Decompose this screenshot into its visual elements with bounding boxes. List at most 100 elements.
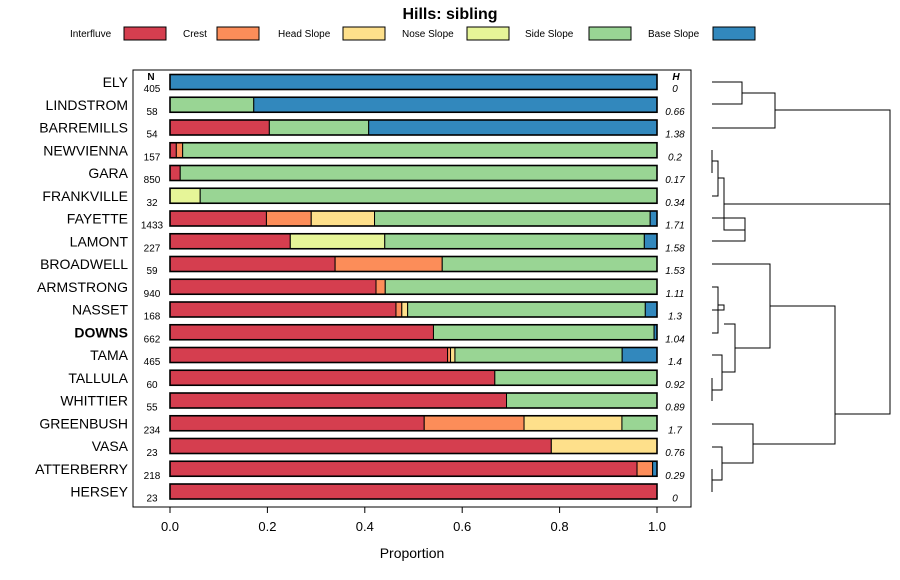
row-label-newvienna: NEWVIENNA [43, 142, 128, 158]
bar-row-vasa [169, 437, 658, 455]
bar-segment-crest [423, 415, 525, 432]
bar-segment-base-slope [644, 301, 658, 318]
row-label-frankville: FRANKVILLE [42, 188, 128, 204]
bar-segment-interfluve [169, 165, 181, 181]
legend-label-base-slope: Base Slope [648, 29, 700, 40]
bar-segment-side-slope [268, 119, 370, 136]
row-n-whittier: 55 [146, 403, 158, 414]
bar-segment-interfluve [169, 483, 658, 500]
row-n-downs: 662 [144, 334, 161, 345]
legend-label-head-slope: Head Slope [278, 29, 331, 40]
row-h-gara: 0.17 [665, 175, 685, 186]
bar-segment-side-slope [506, 392, 658, 409]
bar-segment-interfluve [169, 142, 177, 159]
bar-segment-interfluve [169, 301, 397, 318]
legend-swatch-base-slope [712, 26, 756, 41]
bar-row-whittier [169, 392, 658, 409]
bar-segment-base-slope [368, 119, 658, 136]
dendrogram-branch [712, 354, 723, 391]
row-h-nasset: 1.3 [668, 312, 682, 323]
bar-segment-crest [375, 278, 386, 295]
legend-swatch-side-slope [588, 26, 632, 41]
bar-segment-interfluve [169, 233, 291, 250]
row-label-barremills: BARREMILLS [39, 120, 128, 136]
x-tick-label: 0.4 [356, 519, 374, 534]
bar-segment-interfluve [169, 347, 449, 363]
bar-segment-interfluve [169, 324, 434, 341]
dendrogram-branch [722, 323, 736, 373]
row-n-lamont: 227 [144, 243, 161, 254]
bar-outline [169, 210, 658, 227]
row-n-armstrong: 940 [144, 289, 161, 300]
x-tick-label: 1.0 [648, 519, 666, 534]
bar-outline [169, 301, 658, 318]
bar-segment-side-slope [169, 96, 255, 113]
row-label-atterberry: ATTERBERRY [35, 461, 128, 477]
row-h-vasa: 0.76 [665, 448, 685, 459]
bar-segment-crest [395, 301, 403, 318]
row-label-tama: TAMA [90, 347, 129, 363]
row-h-frankville: 0.34 [665, 198, 685, 209]
row-h-newvienna: 0.2 [668, 152, 682, 163]
row-h-ely: 0 [672, 84, 678, 95]
row-n-vasa: 23 [146, 448, 158, 459]
row-h-hersey: 0 [672, 494, 678, 505]
row-n-lindstrom: 58 [146, 107, 158, 118]
bar-outline [169, 187, 658, 205]
bar-row-fayette [169, 210, 658, 227]
bar-segment-base-slope [253, 96, 658, 113]
bar-row-frankville [169, 187, 658, 205]
bar-row-gara [169, 164, 658, 182]
bar-segment-interfluve [169, 415, 425, 432]
bar-row-tallula [169, 369, 658, 387]
bar-segment-side-slope [179, 165, 658, 181]
bar-segment-interfluve [169, 119, 270, 136]
legend-label-nose-slope: Nose Slope [402, 29, 454, 40]
bar-segment-side-slope [384, 233, 645, 250]
bar-segment-side-slope [384, 278, 658, 295]
row-label-lamont: LAMONT [70, 233, 129, 249]
bar-segment-base-slope [169, 74, 658, 90]
bar-outline [169, 278, 658, 296]
bar-outline [169, 346, 658, 364]
legend: Interfluve Crest Head Slope Nose Slope Side … [70, 26, 756, 41]
row-n-atterberry: 218 [144, 471, 161, 482]
bar-segment-crest [334, 256, 443, 272]
bar-segment-head-slope [450, 347, 456, 363]
bar-segment-nose-slope [289, 233, 386, 250]
bar-outline [169, 73, 658, 91]
x-axis-label: Proportion [380, 545, 445, 561]
x-tick-label: 0.6 [453, 519, 471, 534]
bars-layer [169, 73, 658, 500]
row-label-greenbush: GREENBUSH [39, 415, 128, 431]
legend-swatch-crest [216, 26, 260, 41]
row-n-nasset: 168 [144, 312, 161, 323]
row-h-broadwell: 1.53 [665, 266, 685, 277]
bar-segment-side-slope [374, 210, 651, 227]
dendrogram-branch [724, 109, 891, 205]
bar-outline [169, 369, 658, 387]
row-h-lindstrom: 0.66 [665, 107, 685, 118]
bar-segment-head-slope [310, 210, 376, 227]
x-axis: 0.0 0.2 0.4 0.6 0.8 1.0 [161, 507, 666, 534]
bar-outline [169, 460, 658, 478]
bar-segment-side-slope [454, 347, 623, 363]
row-label-armstrong: ARMSTRONG [37, 279, 128, 295]
row-n-tallula: 60 [146, 380, 158, 391]
row-h-downs: 1.04 [665, 334, 685, 345]
row-h-atterberry: 0.29 [665, 471, 685, 482]
row-n-fayette: 1433 [141, 221, 164, 232]
row-n-gara: 850 [144, 175, 161, 186]
bar-outline [169, 392, 658, 409]
bar-row-lindstrom [169, 96, 658, 114]
legend-swatch-head-slope [342, 26, 386, 41]
bar-segment-interfluve [169, 438, 552, 454]
bar-outline [169, 323, 658, 341]
bar-row-atterberry [169, 460, 658, 478]
dendrogram-branch [712, 423, 754, 464]
bar-segment-nose-slope [169, 187, 201, 204]
row-label-tallula: TALLULA [68, 370, 128, 386]
bar-segment-head-slope [550, 438, 658, 454]
bar-segment-side-slope [441, 256, 658, 272]
row-h-greenbush: 1.7 [668, 425, 682, 436]
